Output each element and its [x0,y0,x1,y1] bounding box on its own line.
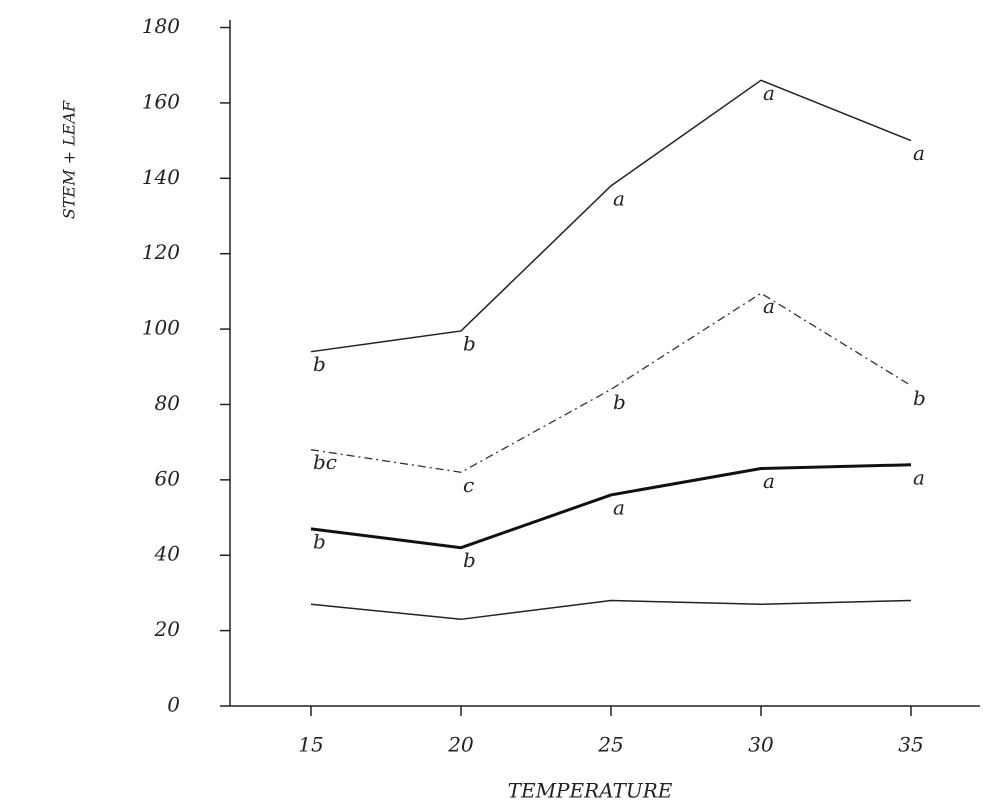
x-tick-label: 35 [898,733,923,757]
significance-letter: b [313,352,326,376]
y-tick-label: 20 [154,617,181,641]
series-line [310,463,912,550]
significance-letter: a [613,186,625,210]
y-tick-label: 60 [155,466,181,490]
x-tick-label: 30 [748,733,774,757]
y-tick-label: 80 [155,391,181,415]
y-tick-label: 160 [142,89,180,113]
significance-letter: c [463,473,474,497]
y-tick-label: 140 [142,165,180,189]
significance-letter: b [313,529,326,553]
x-axis-label: TEMPERATURE [508,779,673,803]
x-tick-label: 25 [597,733,623,757]
significance-letter: a [763,294,775,318]
significance-letter: bc [313,450,337,474]
significance-letter: a [763,81,775,105]
y-tick-label: 120 [142,240,180,264]
significance-letter: b [463,331,476,355]
y-tick-label: 40 [154,542,181,566]
significance-letter: a [763,469,775,493]
significance-letter: a [913,141,925,165]
x-tick-label: 20 [447,733,474,757]
y-tick-label: 0 [167,693,180,717]
significance-letter: a [913,465,925,489]
significance-letter: b [913,386,926,410]
series-line [310,79,912,353]
y-tick-label: 100 [142,316,180,340]
significance-letter: b [463,548,476,572]
series-line [310,292,912,473]
y-axis-label: STEM + LEAF [60,100,79,219]
x-tick-label: 15 [298,733,323,757]
significance-letter: a [613,495,625,519]
series-line [310,599,912,621]
significance-letter: b [613,390,626,414]
y-tick-label: 180 [142,14,180,38]
